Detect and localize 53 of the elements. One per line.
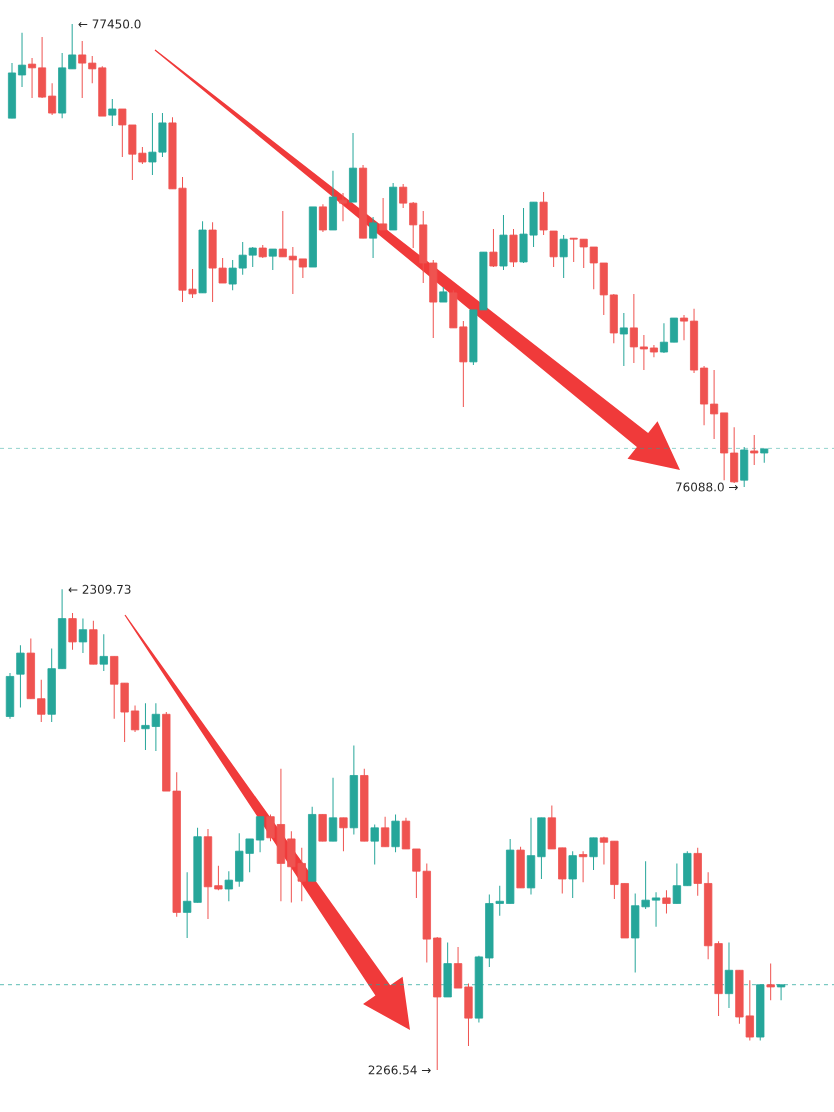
candlestick bbox=[651, 891, 661, 928]
candlestick bbox=[399, 183, 408, 209]
candlestick bbox=[318, 203, 327, 233]
candlestick bbox=[78, 40, 87, 99]
candlestick bbox=[268, 248, 277, 271]
candlestick bbox=[578, 850, 588, 883]
candlestick bbox=[559, 234, 568, 279]
candlestick bbox=[369, 216, 378, 259]
candlestick bbox=[99, 633, 108, 672]
candlestick bbox=[48, 82, 57, 116]
candlestick bbox=[224, 870, 233, 902]
candlestick bbox=[278, 210, 287, 258]
candlestick bbox=[255, 816, 265, 853]
candlestick bbox=[750, 434, 759, 466]
annotation: ← 2309.73 bbox=[68, 584, 131, 594]
candlestick bbox=[619, 312, 628, 367]
candlestick bbox=[28, 57, 37, 99]
candlestick bbox=[339, 817, 348, 852]
candlestick bbox=[639, 334, 648, 371]
candlestick bbox=[214, 865, 223, 891]
candlestick bbox=[18, 32, 27, 88]
candlestick bbox=[599, 836, 609, 866]
candlestick bbox=[266, 813, 275, 842]
candlestick bbox=[629, 293, 638, 364]
candlestick bbox=[766, 963, 775, 1001]
candlestick bbox=[16, 644, 25, 709]
candlestick bbox=[288, 246, 297, 295]
candlestick bbox=[589, 837, 598, 871]
candlestick bbox=[108, 98, 117, 127]
candlestick bbox=[409, 201, 418, 249]
candlestick bbox=[37, 679, 46, 723]
candlestick bbox=[78, 618, 88, 654]
candlestick bbox=[672, 862, 682, 904]
candlestick bbox=[659, 322, 668, 354]
annotation: ← 77450.0 bbox=[78, 19, 141, 29]
candlestick bbox=[88, 55, 97, 84]
candlestick bbox=[328, 777, 338, 842]
candlestick bbox=[68, 612, 77, 651]
candlestick bbox=[680, 314, 689, 341]
candlestick bbox=[370, 823, 379, 866]
candlestick bbox=[710, 369, 719, 440]
annotation: 76088.0 → bbox=[675, 482, 738, 492]
candlestick bbox=[380, 816, 390, 848]
candlestick bbox=[130, 704, 140, 733]
candlestick bbox=[338, 192, 347, 222]
candlestick bbox=[649, 344, 658, 358]
candlestick bbox=[489, 228, 498, 268]
candlestick bbox=[298, 258, 307, 279]
candlestick bbox=[68, 23, 77, 70]
candlestick bbox=[379, 197, 388, 231]
annotation: 2266.54 → bbox=[368, 1065, 431, 1075]
candlestick bbox=[568, 850, 577, 899]
candlestick bbox=[662, 889, 671, 915]
